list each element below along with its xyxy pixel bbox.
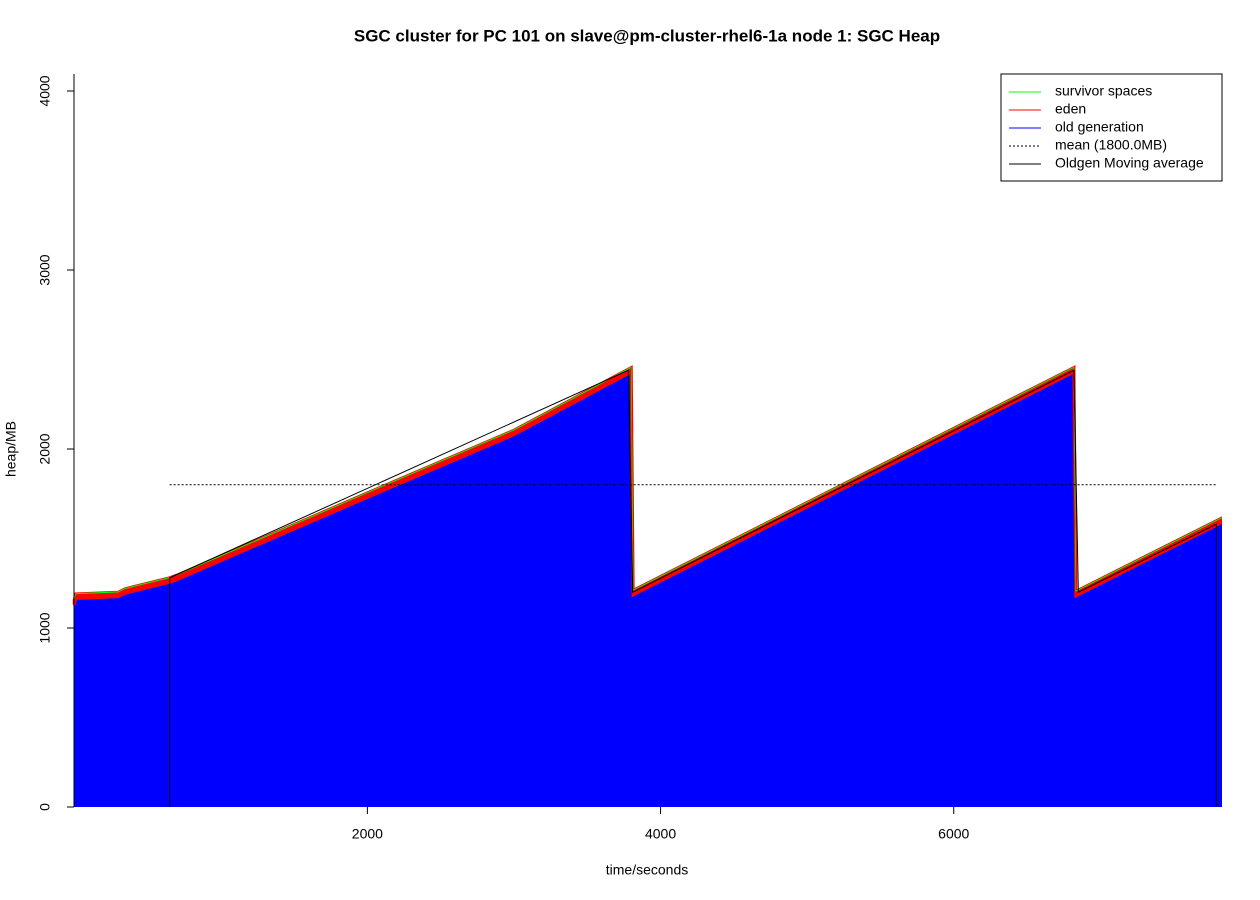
legend-label: eden: [1055, 101, 1086, 117]
y-tick-label: 4000: [37, 75, 53, 106]
y-tick-label: 3000: [37, 254, 53, 285]
legend-label: Oldgen Moving average: [1055, 155, 1204, 171]
x-tick-label: 4000: [645, 826, 676, 842]
y-tick-label: 2000: [37, 433, 53, 464]
legend-label: survivor spaces: [1055, 83, 1152, 99]
y-tick-label: 1000: [37, 612, 53, 643]
x-tick-label: 2000: [352, 826, 383, 842]
y-tick-label: 0: [37, 803, 53, 811]
legend-label: old generation: [1055, 119, 1144, 135]
moving-average-line: [169, 369, 1217, 807]
plot-area: [72, 365, 1222, 807]
area-2: [73, 371, 1222, 807]
x-tick-label: 6000: [938, 826, 969, 842]
chart-title: SGC cluster for PC 101 on slave@pm-clust…: [354, 26, 940, 45]
x-axis-label: time/seconds: [606, 862, 688, 878]
legend-label: mean (1800.0MB): [1055, 137, 1167, 153]
y-axis-label: heap/MB: [3, 421, 19, 477]
